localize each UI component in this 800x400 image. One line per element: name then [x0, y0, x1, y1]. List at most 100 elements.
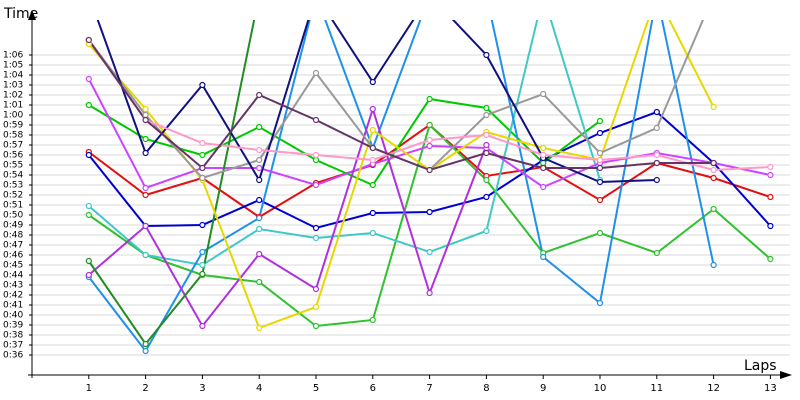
- point: [540, 151, 547, 159]
- point: [653, 176, 660, 184]
- series-line: [88, 105, 488, 328]
- series-line: [88, 20, 601, 267]
- y-tick-label: 0:52: [3, 191, 23, 201]
- point: [596, 129, 604, 137]
- point: [312, 322, 320, 330]
- point: [85, 271, 92, 279]
- series-line: [87, 20, 256, 346]
- y-axis-title: Time: [3, 6, 38, 22]
- point: [85, 211, 92, 219]
- series-line: [88, 20, 715, 330]
- y-axis-arrow: [28, 10, 36, 20]
- y-tick-label: 1:01: [3, 101, 23, 111]
- point: [312, 234, 320, 242]
- y-tick-label: 0:48: [3, 231, 23, 241]
- point: [256, 146, 263, 154]
- x-tick-label: 6: [370, 383, 376, 394]
- point: [256, 164, 263, 172]
- y-tick-label: 0:55: [3, 161, 23, 171]
- y-tick-label: 0:40: [3, 311, 23, 321]
- point: [710, 103, 717, 111]
- point: [312, 224, 320, 232]
- point: [369, 144, 376, 152]
- point: [596, 229, 604, 237]
- y-tick-label: 0:42: [3, 291, 23, 301]
- point: [142, 340, 149, 348]
- point: [312, 116, 320, 124]
- x-tick-label: 2: [142, 383, 148, 394]
- x-tick-label: 7: [426, 383, 432, 394]
- point: [426, 289, 433, 297]
- y-tick-label: 0:43: [3, 281, 23, 291]
- point: [653, 249, 660, 257]
- point: [85, 36, 92, 44]
- point: [142, 111, 149, 119]
- point: [85, 101, 92, 109]
- point: [142, 184, 149, 192]
- x-tick-label: 9: [540, 383, 546, 394]
- point: [85, 202, 92, 210]
- point: [369, 105, 376, 113]
- point: [142, 116, 149, 124]
- point: [483, 149, 490, 157]
- point: [596, 178, 604, 186]
- y-tick-label: 0:45: [3, 261, 23, 271]
- point: [540, 90, 547, 98]
- point: [142, 135, 149, 143]
- point: [142, 105, 149, 113]
- point: [142, 222, 149, 230]
- point: [426, 95, 433, 103]
- point: [483, 227, 490, 235]
- point: [483, 131, 490, 139]
- point: [256, 250, 263, 258]
- point: [540, 183, 547, 191]
- y-tick-label: 1:00: [3, 111, 23, 121]
- point: [256, 324, 263, 332]
- point: [256, 196, 263, 204]
- point: [369, 78, 376, 86]
- point: [256, 214, 263, 222]
- series-line: [87, 39, 714, 172]
- x-tick-label: 12: [707, 383, 720, 394]
- y-tick-label: 0:37: [3, 341, 23, 351]
- x-tick-label: 3: [199, 383, 205, 394]
- point: [426, 136, 433, 144]
- x-tick-label: 5: [313, 383, 319, 394]
- y-tick-label: 0:44: [3, 271, 23, 281]
- point: [85, 151, 92, 159]
- point: [199, 322, 206, 330]
- point: [85, 257, 92, 265]
- y-tick-label: 1:06: [3, 51, 23, 61]
- point: [312, 303, 320, 311]
- point: [199, 261, 206, 269]
- point: [483, 104, 490, 112]
- point: [369, 209, 376, 217]
- y-tick-label: 0:50: [3, 211, 23, 221]
- y-tick-label: 0:51: [3, 201, 23, 211]
- series-line: [88, 20, 715, 353]
- point: [142, 347, 149, 355]
- point: [142, 251, 149, 259]
- y-tick-label: 0:39: [3, 321, 23, 331]
- point: [312, 285, 320, 293]
- point: [256, 156, 263, 164]
- point: [426, 142, 433, 150]
- x-tick-label: 11: [650, 383, 663, 394]
- point: [596, 117, 604, 125]
- point: [483, 141, 490, 149]
- point: [312, 156, 320, 164]
- point: [256, 278, 263, 286]
- grid: [32, 54, 790, 356]
- point: [369, 181, 376, 189]
- plot-area: [85, 20, 774, 355]
- point: [312, 151, 320, 159]
- point: [199, 174, 206, 182]
- point: [483, 193, 490, 201]
- y-tick-label: 0:49: [3, 221, 23, 231]
- point: [256, 225, 263, 233]
- x-axis-arrow: [780, 371, 792, 379]
- point: [483, 51, 490, 59]
- point: [596, 164, 604, 172]
- y-tick-label: 1:03: [3, 81, 23, 91]
